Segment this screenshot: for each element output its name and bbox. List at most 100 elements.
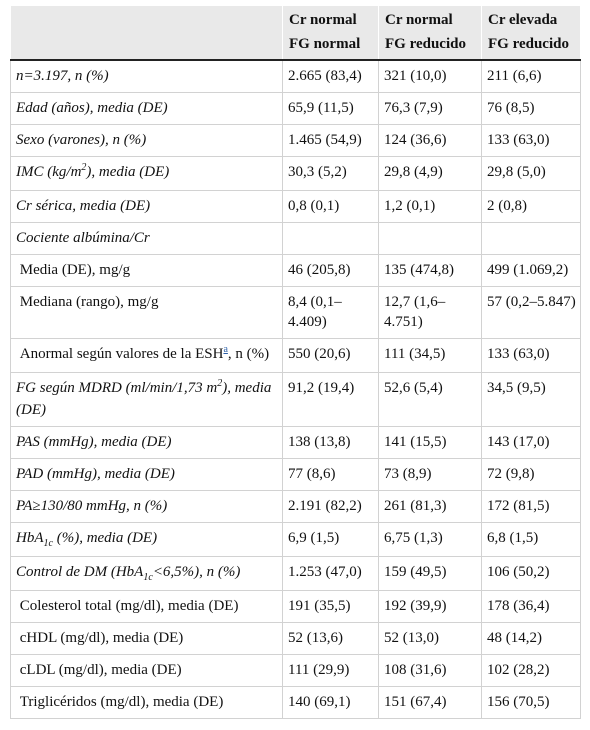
cell-col1: 46 (205,8) [282,254,379,287]
table-row: Mediana (rango), mg/g 8,4 (0,1–4.409) 12… [10,286,581,339]
cell-col1 [282,222,379,255]
header-col2-line2: FG reducido [378,32,482,61]
cell-col2: 52 (13,0) [378,622,482,655]
label-text: cHDL (mg/dl), media (DE) [19,630,184,646]
label-part-b: ), media (DE) [16,380,272,418]
cell-col2: 141 (15,5) [378,426,482,459]
label-text: Media (DE), mg/g [19,262,131,278]
table-row: Anormal según valores de la ESHa, n (%) … [10,338,581,373]
cell-col3: 72 (9,8) [481,458,581,491]
label-part-b: <6,5%), n (%) [152,564,241,580]
header-col2-line1: Cr normal [378,6,482,32]
row-label: Cociente albúmina/Cr [10,222,283,255]
label-subscript: 1c [43,538,53,549]
cell-col3: 156 (70,5) [481,686,581,719]
cell-col3 [481,222,581,255]
cell-col1: 550 (20,6) [282,338,379,373]
table-row: n=3.197, n (%) 2.665 (83,4) 321 (10,0) 2… [10,60,581,93]
cell-col1: 0,8 (0,1) [282,190,379,223]
row-label: Triglicéridos (mg/dl), media (DE) [10,686,283,719]
row-label: HbA1c (%), media (DE) [10,522,283,557]
table-row: HbA1c (%), media (DE) 6,9 (1,5) 6,75 (1,… [10,522,581,557]
row-label: Media (DE), mg/g [10,254,283,287]
cell-col3: 178 (36,4) [481,590,581,623]
table-row: Triglicéridos (mg/dl), media (DE) 140 (6… [10,686,581,719]
cell-col3: 6,8 (1,5) [481,522,581,557]
label-text: cLDL (mg/dl), media (DE) [19,662,182,678]
label-part-a: HbA [16,530,44,546]
footnote-link[interactable]: a [223,344,228,355]
label-text: Triglicéridos (mg/dl), media (DE) [19,694,224,710]
row-label: Colesterol total (mg/dl), media (DE) [10,590,283,623]
cell-col3: 133 (63,0) [481,124,581,157]
table-row: cHDL (mg/dl), media (DE) 52 (13,6) 52 (1… [10,622,581,655]
cell-col1: 191 (35,5) [282,590,379,623]
label-text: Mediana (rango), mg/g [19,294,159,310]
cell-col3: 29,8 (5,0) [481,156,581,191]
cell-col1: 140 (69,1) [282,686,379,719]
cell-col1: 65,9 (11,5) [282,92,379,125]
table-row: FG según MDRD (ml/min/1,73 m2), media (D… [10,372,581,427]
cell-col2: 1,2 (0,1) [378,190,482,223]
cell-col3: 57 (0,2–5.847) [481,286,581,339]
cell-col3: 172 (81,5) [481,490,581,523]
cell-col1: 111 (29,9) [282,654,379,687]
table-row: PAS (mmHg), media (DE) 138 (13,8) 141 (1… [10,426,581,459]
cell-col1: 6,9 (1,5) [282,522,379,557]
header-empty [10,6,283,32]
cell-col3: 2 (0,8) [481,190,581,223]
cell-col3: 48 (14,2) [481,622,581,655]
table-body: n=3.197, n (%) 2.665 (83,4) 321 (10,0) 2… [10,60,581,719]
cell-col2: 29,8 (4,9) [378,156,482,191]
label-part-b: (%), media (DE) [52,530,158,546]
row-label: IMC (kg/m2), media (DE) [10,156,283,191]
label-part-a: Anormal según valores de la ESH [19,346,224,362]
label-part-a: IMC (kg/m [16,164,82,180]
cell-col1: 138 (13,8) [282,426,379,459]
row-label: Cr sérica, media (DE) [10,190,283,223]
row-label: n=3.197, n (%) [10,60,283,93]
cell-col2: 321 (10,0) [378,60,482,93]
label-part-b: ), media (DE) [86,164,170,180]
cell-col3: 143 (17,0) [481,426,581,459]
cell-col2: 192 (39,9) [378,590,482,623]
row-label: Anormal según valores de la ESHa, n (%) [10,338,283,373]
table-row: Media (DE), mg/g 46 (205,8) 135 (474,8) … [10,254,581,287]
cell-col3: 499 (1.069,2) [481,254,581,287]
cell-col2: 261 (81,3) [378,490,482,523]
cell-col1: 30,3 (5,2) [282,156,379,191]
cell-col1: 8,4 (0,1–4.409) [282,286,379,339]
label-part-a: Control de DM (HbA [16,564,144,580]
cell-col2: 12,7 (1,6–4.751) [378,286,482,339]
cell-col2: 6,75 (1,3) [378,522,482,557]
header-empty-2 [10,32,283,61]
row-label: cHDL (mg/dl), media (DE) [10,622,283,655]
label-superscript: 2 [81,162,87,173]
row-label: Edad (años), media (DE) [10,92,283,125]
cell-col2: 135 (474,8) [378,254,482,287]
row-label: FG según MDRD (ml/min/1,73 m2), media (D… [10,372,283,427]
cell-col2: 111 (34,5) [378,338,482,373]
table-row: PA≥130/80 mmHg, n (%) 2.191 (82,2) 261 (… [10,490,581,523]
label-subscript: 1c [143,572,153,583]
table-row: Edad (años), media (DE) 65,9 (11,5) 76,3… [10,92,581,125]
cell-col2: 159 (49,5) [378,556,482,591]
header-col3-line2: FG reducido [481,32,581,61]
row-label: PA≥130/80 mmHg, n (%) [10,490,283,523]
label-part-a: FG según MDRD (ml/min/1,73 m [16,380,218,396]
table-row: Control de DM (HbA1c<6,5%), n (%) 1.253 … [10,556,581,591]
cell-col2: 73 (8,9) [378,458,482,491]
cell-col1: 2.665 (83,4) [282,60,379,93]
row-label: Mediana (rango), mg/g [10,286,283,339]
cell-col1: 52 (13,6) [282,622,379,655]
label-text: Colesterol total (mg/dl), media (DE) [19,598,239,614]
cell-col2: 151 (67,4) [378,686,482,719]
header-col1-line2: FG normal [282,32,379,61]
table-row: Cociente albúmina/Cr [10,222,581,255]
table-container: Cr normal Cr normal Cr elevada FG normal… [10,6,581,719]
row-label: Sexo (varones), n (%) [10,124,283,157]
label-superscript: 2 [217,378,223,389]
cell-col2: 52,6 (5,4) [378,372,482,427]
table-row: PAD (mmHg), media (DE) 77 (8,6) 73 (8,9)… [10,458,581,491]
cell-col3: 106 (50,2) [481,556,581,591]
